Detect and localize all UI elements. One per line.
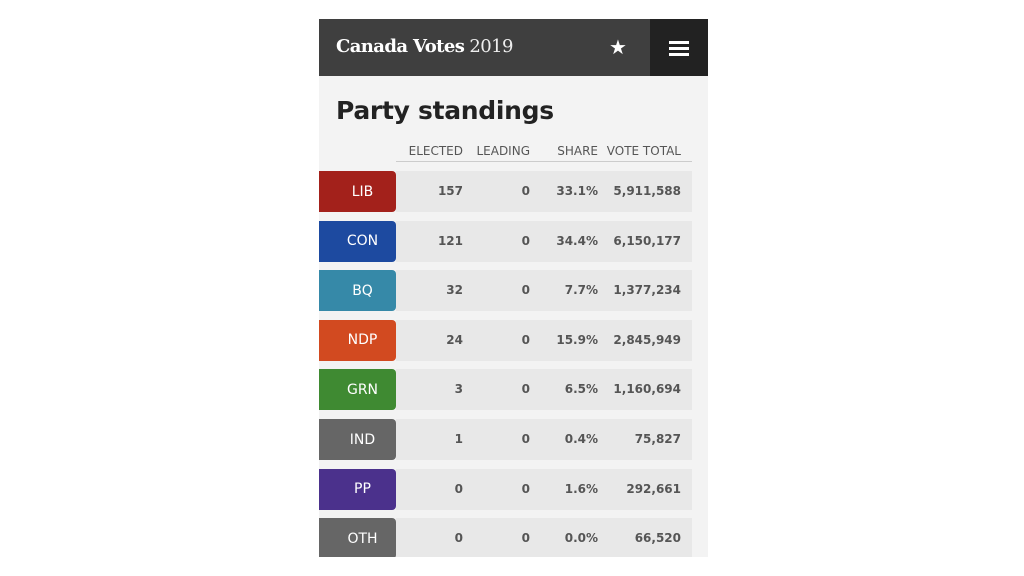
party-label[interactable]: CON [319, 220, 396, 262]
vote-total-value: 66,520 [634, 531, 681, 546]
elected-value: 157 [437, 184, 463, 198]
party-label[interactable]: OTH [319, 518, 396, 557]
page-title: Party standings [336, 96, 554, 125]
star-icon[interactable]: ★ [609, 35, 627, 59]
header-divider [396, 161, 692, 162]
share-value: 33.1% [556, 184, 598, 198]
vote-total-value: 2,845,949 [613, 332, 681, 347]
party-row[interactable]: OTH 0 0 0.0% 66,520 [319, 518, 692, 557]
brand-name: Canada Votes [336, 36, 465, 57]
col-share: SHARE [557, 144, 598, 158]
col-elected: ELECTED [408, 144, 463, 158]
share-value: 0.0% [564, 531, 598, 546]
party-label[interactable]: GRN [319, 369, 396, 411]
vote-total-value: 75,827 [634, 432, 681, 446]
share-value: 1.6% [564, 481, 598, 496]
elected-value: 3 [454, 382, 463, 397]
share-value: 0.4% [564, 432, 598, 446]
row-cells [396, 419, 692, 460]
vote-total-value: 292,661 [626, 481, 681, 496]
elected-value: 24 [446, 332, 463, 347]
row-cells [396, 518, 692, 557]
party-row[interactable]: BQ 32 0 7.7% 1,377,234 [319, 270, 692, 312]
party-label[interactable]: PP [319, 468, 396, 510]
share-value: 6.5% [564, 382, 598, 397]
vote-total-value: 5,911,588 [613, 184, 681, 198]
menu-button[interactable] [650, 19, 708, 76]
brand-year: 2019 [469, 36, 513, 57]
row-cells [396, 270, 692, 312]
vote-total-value: 6,150,177 [613, 233, 681, 248]
row-cells [396, 468, 692, 510]
row-cells [396, 171, 692, 212]
results-panel: Canada Votes 2019 ★ Party standings ELEC… [319, 19, 708, 557]
party-label[interactable]: LIB [319, 171, 396, 212]
party-row[interactable]: PP 0 0 1.6% 292,661 [319, 468, 692, 510]
party-label[interactable]: IND [319, 419, 396, 460]
party-row[interactable]: IND 1 0 0.4% 75,827 [319, 419, 692, 460]
leading-value: 0 [521, 432, 530, 446]
elected-value: 0 [454, 531, 463, 546]
leading-value: 0 [521, 184, 530, 198]
leading-value: 0 [521, 382, 530, 397]
brand-logo[interactable]: Canada Votes 2019 [336, 36, 513, 57]
leading-value: 0 [521, 233, 530, 248]
elected-value: 32 [446, 283, 463, 298]
party-row[interactable]: CON 121 0 34.4% 6,150,177 [319, 220, 692, 262]
elected-value: 1 [454, 432, 463, 446]
col-vote-total: VOTE TOTAL [606, 144, 681, 158]
app-header: Canada Votes 2019 ★ [319, 19, 708, 76]
party-row[interactable]: GRN 3 0 6.5% 1,160,694 [319, 369, 692, 411]
row-cells [396, 319, 692, 361]
share-value: 34.4% [556, 233, 598, 248]
share-value: 15.9% [556, 332, 598, 347]
leading-value: 0 [521, 332, 530, 347]
party-label[interactable]: BQ [319, 270, 396, 312]
elected-value: 121 [437, 233, 463, 248]
row-cells [396, 220, 692, 262]
party-label[interactable]: NDP [319, 319, 396, 361]
vote-total-value: 1,377,234 [613, 283, 681, 298]
col-leading: LEADING [476, 144, 530, 158]
leading-value: 0 [521, 481, 530, 496]
leading-value: 0 [521, 531, 530, 546]
share-value: 7.7% [564, 283, 598, 298]
row-cells [396, 369, 692, 411]
party-row[interactable]: NDP 24 0 15.9% 2,845,949 [319, 319, 692, 361]
vote-total-value: 1,160,694 [613, 382, 681, 397]
party-row[interactable]: LIB 157 0 33.1% 5,911,588 [319, 171, 692, 212]
leading-value: 0 [521, 283, 530, 298]
elected-value: 0 [454, 481, 463, 496]
